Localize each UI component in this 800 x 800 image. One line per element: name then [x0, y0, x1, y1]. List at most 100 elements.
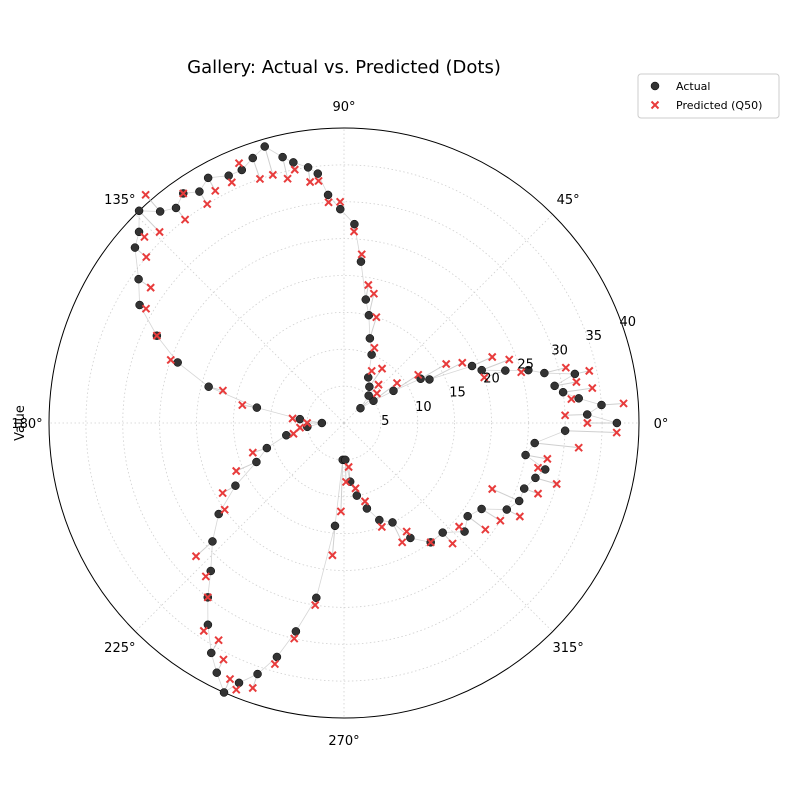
actual-point	[252, 403, 262, 412]
y-axis-label: Value	[13, 405, 28, 441]
predicted-point	[367, 366, 376, 376]
actual-point	[574, 394, 583, 403]
predicted-point	[488, 352, 497, 362]
predicted-point	[369, 289, 379, 298]
predicted-point	[397, 538, 407, 547]
actual-point	[219, 688, 229, 697]
angular-gridline	[343, 214, 553, 424]
actual-point	[248, 153, 258, 163]
connector-line	[264, 146, 274, 176]
radial-gridline	[232, 311, 456, 535]
predicted-point	[619, 399, 628, 408]
legend: Actual Predicted (Q50)	[637, 73, 780, 119]
predicted-point	[572, 377, 581, 387]
actual-point	[295, 414, 305, 424]
actual-point	[204, 382, 213, 391]
predicted-point	[203, 593, 212, 602]
actual-point	[521, 450, 530, 460]
actual-point	[155, 207, 165, 216]
actual-point	[303, 163, 313, 172]
actual-point	[597, 400, 606, 410]
predicted-point	[480, 373, 489, 382]
r-tick-label: 30	[551, 343, 568, 358]
predicted-point	[142, 252, 151, 262]
polar-grid	[48, 127, 640, 719]
theta-tick-label: 0°	[654, 417, 669, 432]
actual-point	[540, 465, 550, 474]
actual-point	[560, 426, 570, 435]
r-tick-label: 20	[483, 372, 500, 387]
tick-labels: 0° 45° 90° 135° 180° 225° 270° 315° 5 10 15 20 25 30 3…	[11, 100, 668, 749]
predicted-point	[533, 489, 543, 498]
actual-point	[416, 374, 425, 383]
predicted-point	[227, 178, 237, 187]
predicted-point	[179, 189, 188, 198]
predicted-point	[574, 443, 583, 452]
actual-point	[171, 203, 181, 213]
actual-point	[388, 518, 397, 527]
predicted-point	[248, 448, 258, 457]
predicted-point	[414, 370, 423, 380]
predicted-point	[392, 378, 402, 388]
predicted-point	[324, 198, 333, 207]
actual-point	[253, 669, 262, 679]
actual-point	[135, 300, 144, 310]
predicted-point	[351, 484, 360, 493]
predicted-point	[515, 512, 525, 521]
actual-point	[312, 593, 321, 603]
predicted-point	[505, 355, 514, 364]
predicted-point	[370, 343, 379, 352]
actual-series	[130, 142, 622, 697]
predicted-point	[232, 685, 241, 694]
predicted-point	[349, 227, 359, 236]
predicted-point	[341, 477, 351, 487]
connector-line	[481, 359, 510, 371]
legend-actual-marker	[650, 81, 660, 91]
actual-point	[203, 620, 213, 630]
actual-point	[364, 391, 373, 400]
actual-point	[582, 410, 592, 419]
actual-point	[519, 484, 529, 493]
predicted-point	[496, 516, 505, 525]
actual-point	[289, 158, 298, 167]
angular-gridline	[135, 214, 345, 424]
predicted-point	[377, 364, 387, 373]
actual-point	[530, 438, 539, 448]
predicted-point	[560, 411, 570, 420]
predicted-point	[146, 283, 155, 292]
predicted-point	[481, 525, 490, 534]
actual-point	[467, 361, 477, 371]
actual-point	[406, 533, 415, 543]
predicted-point	[533, 463, 543, 473]
predicted-point	[255, 174, 265, 184]
actual-point	[134, 206, 144, 216]
actual-point	[356, 257, 366, 266]
theta-tick-label: 135°	[104, 193, 135, 208]
predicted-point	[372, 389, 382, 398]
actual-point	[130, 243, 140, 252]
actual-point	[313, 169, 323, 178]
theta-tick-label: 315°	[552, 641, 583, 656]
actual-predicted-connectors	[134, 146, 624, 694]
connector-line	[393, 374, 419, 392]
predicted-point	[372, 313, 381, 322]
predicted-point	[219, 655, 228, 664]
actual-point	[361, 295, 371, 304]
predicted-point	[328, 551, 337, 560]
predicted-point	[305, 177, 315, 187]
connector-line	[429, 362, 463, 380]
connector-line	[565, 430, 617, 434]
predicted-point	[374, 380, 383, 389]
predicted-point	[567, 394, 576, 404]
r-tick-label: 35	[585, 329, 602, 344]
theta-tick-label: 90°	[332, 100, 355, 115]
actual-point	[272, 652, 282, 662]
actual-point	[438, 528, 447, 537]
actual-point	[375, 515, 384, 525]
actual-point	[570, 369, 580, 379]
predicted-point	[248, 683, 257, 693]
predicted-point	[585, 366, 594, 376]
predicted-point	[543, 454, 552, 464]
actual-point	[531, 473, 540, 483]
predicted-point	[357, 250, 366, 259]
